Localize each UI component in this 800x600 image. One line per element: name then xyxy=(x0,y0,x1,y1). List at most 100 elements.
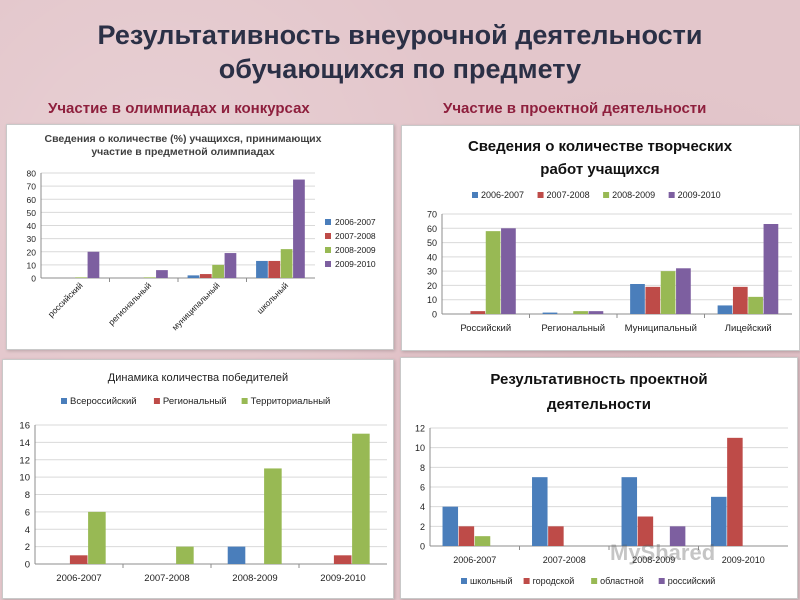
creative-bar xyxy=(748,296,763,314)
projects-legend-label: российский xyxy=(668,576,716,586)
winners-category-label: 2008-2009 xyxy=(232,573,277,584)
section-label-projects: Участие в проектной деятельности xyxy=(443,100,707,117)
projects-category-label: 2008-2009 xyxy=(632,555,675,565)
creative-legend-swatch xyxy=(537,192,544,198)
winners-y-tick-label: 10 xyxy=(19,473,30,484)
creative-bar xyxy=(645,286,661,314)
winners-y-tick-label: 12 xyxy=(19,455,30,466)
watermark: MyShared xyxy=(610,540,716,565)
creative-category-label: Региональный xyxy=(541,323,605,334)
olympiad-bar xyxy=(199,274,212,278)
chart-panel-creative: Сведения о количестве творческих работ уч… xyxy=(401,125,800,351)
olympiad-y-tick-label: 80 xyxy=(27,169,37,179)
winners-title-line-1: Динамика количества победителей xyxy=(108,372,288,384)
creative-category-label: Российский xyxy=(460,323,511,334)
projects-category-label: 2009-2010 xyxy=(722,555,765,565)
chart-panel-projects: Результативность проектной деятельности 0 2… xyxy=(400,357,798,599)
creative-y-tick-label: 10 xyxy=(427,295,437,305)
olympiad-legend-label: 2008-2009 xyxy=(335,245,376,255)
winners-y-tick-label: 14 xyxy=(19,438,30,449)
projects-legend-swatch xyxy=(523,578,530,584)
winners-y-tick-label: 2 xyxy=(25,542,30,553)
olympiad-y-tick-label: 70 xyxy=(27,182,37,192)
olympiad-legend-swatch xyxy=(325,219,331,225)
olympiad-y-tick-label: 60 xyxy=(27,195,37,205)
projects-bar xyxy=(532,477,548,546)
creative-legend-swatch xyxy=(603,192,610,198)
olympiad-legend-swatch xyxy=(325,233,331,239)
creative-bar xyxy=(573,311,588,314)
creative-bar xyxy=(717,305,733,314)
projects-y-tick-label: 8 xyxy=(420,463,425,473)
olympiad-legend-label: 2007-2008 xyxy=(335,231,376,241)
creative-title-line-2: работ учащихся xyxy=(540,161,659,178)
olympiad-legend-swatch xyxy=(325,261,331,267)
projects-legend-label: областной xyxy=(600,576,644,586)
projects-legend-swatch xyxy=(658,578,665,584)
olympiad-y-tick-label: 10 xyxy=(27,260,37,270)
olympiad-bar xyxy=(156,270,168,278)
projects-y-tick-label: 0 xyxy=(420,542,425,552)
olympiad-bar xyxy=(75,277,87,278)
olympiad-legend-label: 2009-2010 xyxy=(335,259,376,269)
olympiad-bar xyxy=(143,277,156,278)
slide-title: Результативность внеурочной деятельности… xyxy=(0,18,800,86)
chart-winners: Динамика количества победителей 0 2 4 6 8 10 12… xyxy=(19,372,387,584)
winners-bar xyxy=(352,433,370,564)
projects-y-tick-label: 6 xyxy=(420,483,425,493)
winners-y-tick-label: 0 xyxy=(25,560,30,571)
projects-bar xyxy=(548,526,564,546)
projects-legend-label: школьный xyxy=(470,576,512,586)
creative-y-tick-label: 30 xyxy=(427,267,437,277)
olympiad-bar xyxy=(268,260,281,278)
projects-title-line-1: Результативность проектной xyxy=(490,371,707,388)
olympiad-legend-swatch xyxy=(325,247,331,253)
creative-category-label: Муниципальный xyxy=(625,323,697,334)
projects-bar xyxy=(474,536,491,546)
olympiad-bar xyxy=(256,260,268,278)
creative-bar xyxy=(470,311,486,314)
winners-bar xyxy=(88,511,106,564)
olympiad-bar xyxy=(293,179,305,278)
projects-bar xyxy=(621,477,638,546)
chart-olympiad: Сведения о количестве (%) учащихся, прин… xyxy=(27,133,376,332)
winners-y-tick-label: 8 xyxy=(25,490,30,501)
olympiad-y-tick-label: 0 xyxy=(31,274,36,284)
creative-bar xyxy=(630,284,645,314)
olympiad-category-label: муниципальный xyxy=(170,280,222,332)
chart-panel-winners: Динамика количества победителей 0 2 4 6 8 10 12… xyxy=(2,359,394,599)
creative-y-tick-label: 0 xyxy=(432,310,437,320)
winners-bar xyxy=(69,555,88,564)
chart-panel-olympiad: Сведения о количестве (%) учащихся, прин… xyxy=(6,124,394,350)
winners-y-tick-label: 16 xyxy=(19,421,30,432)
creative-bar xyxy=(588,311,604,314)
olympiad-legend-label: 2006-2007 xyxy=(335,217,376,227)
olympiad-y-tick-label: 40 xyxy=(27,221,37,231)
winners-bar xyxy=(227,546,246,564)
creative-y-tick-label: 40 xyxy=(427,252,437,262)
winners-legend-label: Территориальный xyxy=(251,396,331,407)
creative-legend-label: 2008-2009 xyxy=(612,190,655,200)
creative-bar xyxy=(732,286,748,314)
creative-bar xyxy=(542,312,558,314)
olympiad-bar xyxy=(187,275,200,278)
projects-title-line-2: деятельности xyxy=(547,396,651,413)
projects-bar xyxy=(727,437,743,546)
olympiad-y-tick-label: 50 xyxy=(27,208,37,218)
winners-category-label: 2006-2007 xyxy=(56,573,101,584)
creative-title-line-1: Сведения о количестве творческих xyxy=(468,138,733,155)
olympiad-category-label: школьный xyxy=(255,280,291,316)
projects-category-label: 2007-2008 xyxy=(543,555,586,565)
projects-y-tick-label: 12 xyxy=(415,424,425,434)
olympiad-title-line-1: Сведения о количестве (%) учащихся, прин… xyxy=(45,133,322,145)
creative-bar xyxy=(501,228,516,314)
winners-legend-label: Всероссийский xyxy=(70,396,137,407)
olympiad-y-tick-label: 20 xyxy=(27,247,37,257)
creative-bar xyxy=(485,231,501,314)
creative-bar xyxy=(676,268,691,314)
olympiad-bar xyxy=(280,249,293,278)
winners-legend-label: Региональный xyxy=(163,396,227,407)
winners-legend-swatch xyxy=(61,398,67,404)
creative-legend-swatch xyxy=(472,192,478,198)
winners-legend-swatch xyxy=(241,398,248,404)
